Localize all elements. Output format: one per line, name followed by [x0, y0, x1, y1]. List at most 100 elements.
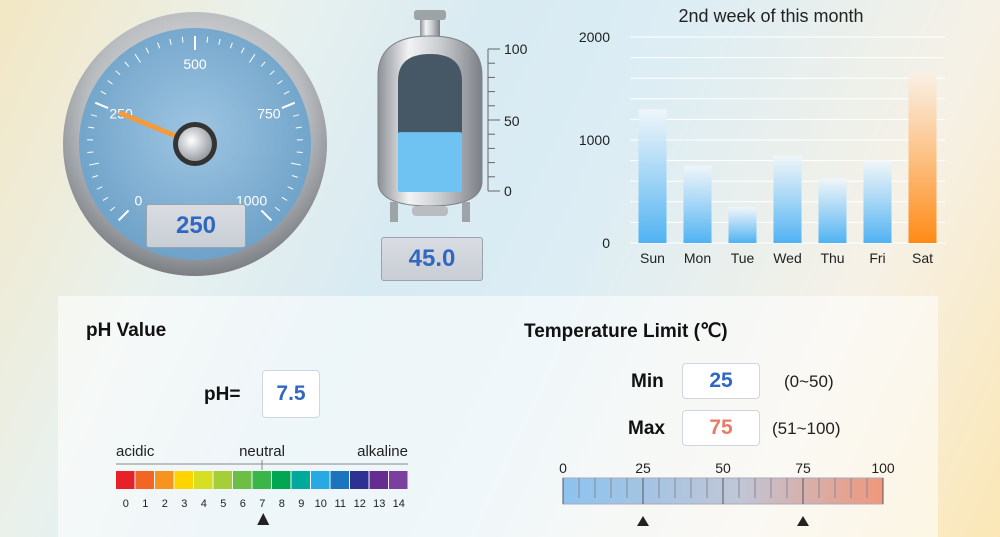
gauge-tick — [109, 206, 116, 212]
temp-min-range: (0~50) — [784, 372, 834, 391]
gauge-tick — [240, 47, 245, 54]
ph-cell-3 — [174, 471, 193, 489]
ph-cell-12 — [350, 471, 369, 489]
tank-tick-label-50: 50 — [504, 113, 520, 129]
gauge-tick — [88, 162, 99, 166]
gauge-tick — [145, 47, 150, 54]
chart-bar-wed — [773, 155, 802, 243]
gauge-tick-label: 750 — [257, 105, 281, 121]
gauge-tick — [260, 61, 266, 67]
tank-tick-label-100: 100 — [504, 41, 528, 57]
temperature-scale: 0 25 50 75 100 — [559, 460, 895, 526]
gauge-tick — [181, 36, 184, 43]
temp-max-range: (51~100) — [772, 419, 841, 438]
gauge-tick — [94, 101, 109, 109]
ph-number: 8 — [279, 498, 285, 510]
gauge-tick — [249, 53, 256, 63]
chart-xtick-label: Sat — [912, 250, 933, 266]
chart-bar-thu — [818, 178, 847, 243]
gauge-readout: 250 — [146, 204, 246, 248]
gauge-tick — [281, 196, 288, 201]
chart-title: 2nd week of this month — [678, 6, 863, 26]
ph-number: 10 — [315, 498, 327, 510]
chart-bar-sat — [908, 73, 937, 243]
gauge-tick — [274, 206, 281, 212]
ph-cell-11 — [330, 471, 349, 489]
temp-scale-label: 50 — [715, 460, 731, 476]
gauge-tick — [269, 70, 275, 76]
chart-xtick-label: Fri — [869, 250, 885, 266]
temperature-section-title: Temperature Limit (℃) — [524, 321, 728, 342]
temp-max-marker — [797, 516, 809, 526]
temp-min-marker — [637, 516, 649, 526]
gauge-tick — [291, 162, 302, 166]
ph-alkaline-label: alkaline — [357, 443, 408, 460]
gauge-tick — [124, 61, 130, 67]
ph-label: pH= — [204, 384, 241, 405]
gauge-tick — [92, 175, 99, 178]
gauge-tick — [295, 126, 302, 129]
gauge-tick — [293, 114, 300, 117]
chart-xtick-label: Sun — [640, 250, 665, 266]
chart-xtick-label: Tue — [731, 250, 755, 266]
chart-ytick-label: 2000 — [579, 29, 610, 45]
tank-readout: 45.0 — [381, 237, 483, 281]
pressure-gauge: 02505007501000 — [63, 12, 327, 276]
gauge-tick — [283, 90, 290, 95]
ph-value-input[interactable]: 7.5 — [262, 370, 320, 418]
gauge-tick — [169, 38, 172, 45]
ph-cell-4 — [194, 471, 213, 489]
tank-liquid — [398, 132, 462, 192]
temp-max-input[interactable]: 75 — [682, 410, 760, 446]
temp-min-label: Min — [631, 371, 664, 392]
ph-number: 3 — [181, 498, 187, 510]
gauge-tick — [260, 209, 273, 222]
chart-xtick-label: Wed — [773, 250, 802, 266]
ph-number: 12 — [354, 498, 366, 510]
gauge-tick — [100, 90, 107, 95]
ph-cell-1 — [135, 471, 154, 489]
gauge-tick — [134, 53, 141, 63]
gauge-tick — [291, 175, 298, 178]
ph-number: 2 — [162, 498, 168, 510]
ph-cell-5 — [213, 471, 232, 489]
gauge-tick — [88, 126, 95, 129]
chart-bar-fri — [863, 160, 892, 243]
gauge-tick — [218, 38, 221, 45]
gauge-tick — [277, 80, 283, 85]
tank-tick-label-0: 0 — [504, 183, 512, 199]
chart-bar-tue — [728, 206, 757, 243]
gauge-tick — [107, 80, 113, 85]
gauge-tick — [157, 42, 161, 49]
ph-marker — [257, 513, 270, 525]
ph-number: 1 — [142, 498, 148, 510]
gauge-tick — [90, 114, 97, 117]
chart-bar-sun — [638, 109, 667, 243]
ph-cell-13 — [369, 471, 388, 489]
temp-max-label: Max — [628, 418, 665, 439]
temp-scale-label: 75 — [795, 460, 811, 476]
chart-xtick-label: Thu — [820, 250, 844, 266]
gauge-tick — [102, 196, 109, 201]
ph-cell-0 — [116, 471, 135, 489]
ph-cell-2 — [155, 471, 174, 489]
gauge-hub — [178, 127, 212, 161]
gauge-tick-label: 0 — [135, 193, 143, 209]
gauge-tick — [287, 186, 294, 190]
ph-number: 5 — [220, 498, 226, 510]
ph-cell-8 — [272, 471, 291, 489]
temp-scale-label: 25 — [635, 460, 651, 476]
weekly-bar-chart: 2nd week of this month Sun Mon Tue Wed Thu Fr… — [579, 6, 945, 266]
gauge-tick-label: 500 — [183, 56, 207, 72]
ph-cell-10 — [311, 471, 330, 489]
gauge-tick — [117, 209, 130, 222]
gauge-tick — [206, 36, 209, 43]
ph-number: 11 — [335, 498, 346, 510]
chart-xtick-label: Mon — [684, 250, 711, 266]
ph-cell-14 — [389, 471, 408, 489]
ph-scale: acidic neutral alkaline 0 1 2 3 4 5 6 7 8 9 10 11 12… — [116, 443, 408, 525]
ph-number: 7 — [259, 498, 265, 510]
temp-scale-label: 0 — [559, 460, 567, 476]
temp-min-input[interactable]: 25 — [682, 363, 760, 399]
gauge-tick — [96, 186, 103, 190]
